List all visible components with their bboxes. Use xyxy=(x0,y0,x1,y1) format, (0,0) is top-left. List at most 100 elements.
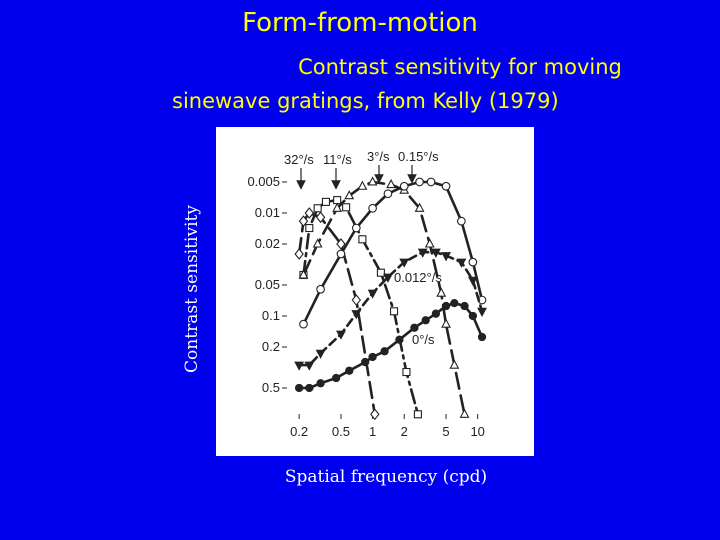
data-point xyxy=(294,383,304,393)
data-point xyxy=(477,307,487,317)
series-5-group xyxy=(294,298,487,393)
data-point xyxy=(383,273,393,283)
data-point xyxy=(299,319,308,329)
series-line xyxy=(297,301,484,390)
data-point xyxy=(450,298,459,308)
data-point xyxy=(336,238,346,250)
data-point xyxy=(383,189,393,199)
data-point xyxy=(304,207,315,219)
data-point xyxy=(312,238,323,248)
data-point xyxy=(399,258,410,268)
y-tick-label: 0.5 xyxy=(262,380,280,395)
data-point xyxy=(358,235,367,244)
data-point xyxy=(399,181,409,191)
data-point xyxy=(395,335,404,344)
chart-annotations: 32°/s 11°/s 3°/s 0.15°/s 0.012°/s 0°/s xyxy=(284,149,442,347)
x-axis-label: Spatial frequency (cpd) xyxy=(284,467,488,487)
data-point xyxy=(468,311,478,321)
data-point xyxy=(441,181,451,191)
y-tick-label: 0.1 xyxy=(262,308,280,323)
series-1-group xyxy=(299,196,422,419)
data-point xyxy=(414,202,425,212)
x-tick-label: 5 xyxy=(442,424,449,439)
chart-series xyxy=(294,176,487,421)
x-tick-label: 10 xyxy=(470,424,484,439)
chart-axes: 0.2 0.5 1 2 5 10 0.005 0.01 0.02 0.05 0.1 0.2 0.5 xyxy=(247,174,484,439)
data-point xyxy=(426,177,436,187)
y-axis-label: Contrast sensitivity xyxy=(180,200,204,378)
data-point xyxy=(410,323,419,332)
series-4-group xyxy=(294,248,487,371)
data-point xyxy=(430,248,441,258)
data-point xyxy=(468,257,478,267)
data-point xyxy=(332,202,343,212)
annotation-0-deg-per-s: 0°/s xyxy=(412,332,435,347)
data-point xyxy=(304,361,315,371)
data-point xyxy=(386,178,397,189)
data-point xyxy=(298,215,309,228)
data-point xyxy=(389,307,399,316)
annotation-0-012-deg-per-s: 0.012°/s xyxy=(394,270,442,285)
annotation-0-15-deg-per-s: 0.15°/s xyxy=(398,149,439,164)
data-point xyxy=(413,410,422,419)
slide-subtitle-line2: sinewave gratings, from Kelly (1979) xyxy=(172,89,559,113)
data-point xyxy=(367,289,378,299)
data-point xyxy=(380,347,389,356)
data-point xyxy=(345,366,354,375)
data-point xyxy=(456,258,467,268)
data-point xyxy=(357,180,368,190)
data-point xyxy=(336,330,346,340)
data-point xyxy=(351,223,361,233)
data-point xyxy=(315,349,326,359)
y-axis-label-text: Contrast sensitivity xyxy=(182,205,203,373)
annotation-11-deg-per-s: 11°/s xyxy=(323,152,352,167)
series-0-group xyxy=(294,207,380,421)
data-point xyxy=(436,287,447,297)
chart-figure: 0.2 0.5 1 2 5 10 0.005 0.01 0.02 0.05 0.1 0.2 0.5 32… xyxy=(216,127,534,456)
data-point xyxy=(315,211,326,224)
data-point xyxy=(333,196,342,205)
x-tick-label: 2 xyxy=(401,424,408,439)
data-point xyxy=(368,352,377,362)
data-point xyxy=(441,318,451,328)
x-tick-label: 0.5 xyxy=(332,424,350,439)
data-point xyxy=(402,367,411,377)
data-point xyxy=(294,361,305,371)
data-point xyxy=(441,252,451,262)
data-point xyxy=(457,216,466,226)
series-3-group xyxy=(299,177,487,329)
data-point xyxy=(431,309,441,318)
data-point xyxy=(421,316,430,325)
data-point xyxy=(460,301,469,311)
data-point xyxy=(417,248,428,258)
y-tick-label: 0.005 xyxy=(247,174,280,189)
series-line xyxy=(302,180,466,416)
data-point xyxy=(368,203,377,213)
x-tick-label: 0.2 xyxy=(290,424,308,439)
data-point xyxy=(298,269,309,279)
data-point xyxy=(316,379,325,388)
slide-subtitle-line1: Contrast sensitivity for moving xyxy=(298,55,622,79)
data-point xyxy=(459,408,470,418)
y-tick-label: 0.2 xyxy=(262,339,280,354)
data-point xyxy=(370,408,380,421)
x-tick-label: 1 xyxy=(369,424,376,439)
data-point xyxy=(305,383,314,393)
data-point xyxy=(331,373,341,383)
annotation-32-deg-per-s: 32°/s xyxy=(284,152,314,167)
data-point xyxy=(441,301,451,311)
data-point xyxy=(351,294,362,306)
data-point xyxy=(415,177,424,187)
y-tick-label: 0.05 xyxy=(255,277,280,292)
data-point xyxy=(321,197,331,206)
annotation-3-deg-per-s: 3°/s xyxy=(367,149,390,164)
data-point xyxy=(449,359,460,369)
data-point xyxy=(305,223,314,233)
y-tick-label: 0.02 xyxy=(255,236,280,251)
data-point xyxy=(316,284,325,294)
data-point xyxy=(313,204,322,213)
data-point xyxy=(342,203,351,212)
slide-title: Form-from-motion xyxy=(242,8,478,38)
data-point xyxy=(477,332,487,342)
contrast-sensitivity-chart: 0.2 0.5 1 2 5 10 0.005 0.01 0.02 0.05 0.1 0.2 0.5 32… xyxy=(247,149,487,439)
